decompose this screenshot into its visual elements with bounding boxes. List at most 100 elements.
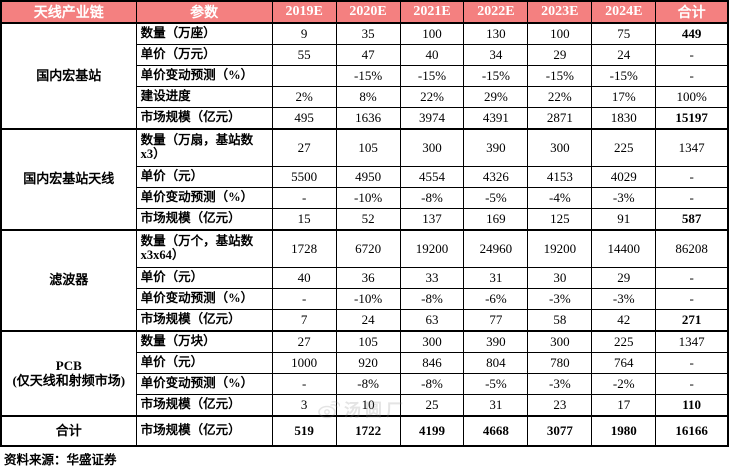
value-cell: 77: [463, 309, 529, 332]
value-cell: -15%: [399, 65, 465, 87]
value-cell: 47: [335, 44, 401, 66]
value-cell: 24: [591, 44, 657, 66]
param-cell: 单价变动预测（%）: [135, 65, 273, 87]
value-cell: 10: [335, 394, 401, 417]
value-cell: 1636: [335, 107, 401, 130]
param-cell: 数量（万个，基站数x3x64）: [135, 229, 273, 268]
value-cell: 1000: [271, 352, 337, 374]
value-cell: 3077: [527, 415, 593, 447]
total-cell: 15197: [655, 107, 729, 130]
grand-total-row: 合计 市场规模（亿元） 519 1722 4199 4668 3077 1980…: [0, 415, 729, 447]
value-cell: 22%: [527, 86, 593, 108]
param-cell: 单价变动预测（%）: [135, 288, 273, 310]
value-cell: 36: [335, 267, 401, 289]
value-cell: 4391: [463, 107, 529, 130]
value-cell: -3%: [591, 187, 657, 209]
total-cell: 271: [655, 309, 729, 332]
header-2022e: 2022E: [463, 0, 529, 24]
header-row: 天线产业链 参数 2019E 2020E 2021E 2022E 2023E 2…: [0, 0, 729, 24]
value-cell: -3%: [527, 288, 593, 310]
value-cell: 2871: [527, 107, 593, 130]
value-cell: -15%: [591, 65, 657, 87]
param-cell: 数量（万扇，基站数x3）: [135, 128, 273, 167]
value-cell: 91: [591, 208, 657, 231]
value-cell: 846: [399, 352, 465, 374]
param-cell: 数量（万座）: [135, 22, 273, 45]
value-cell: 4029: [591, 166, 657, 188]
value-cell: -15%: [527, 65, 593, 87]
total-cell: -: [655, 187, 729, 209]
value-cell: -4%: [527, 187, 593, 209]
value-cell: 390: [463, 128, 529, 167]
value-cell: 100: [527, 22, 593, 45]
value-cell: 27: [271, 128, 337, 167]
value-cell: 58: [527, 309, 593, 332]
value-cell: 75: [591, 22, 657, 45]
total-cell: 1347: [655, 330, 729, 353]
value-cell: 4554: [399, 166, 465, 188]
group-label-pcb-line2: (仅天线和射频市场): [12, 372, 126, 388]
grand-total-label: 合计: [0, 415, 137, 447]
value-cell: 105: [335, 330, 401, 353]
value-cell: 1830: [591, 107, 657, 130]
value-cell: 24960: [463, 229, 529, 268]
value-cell: 17: [591, 394, 657, 417]
value-cell: -5%: [463, 187, 529, 209]
value-cell: 300: [527, 330, 593, 353]
param-cell: 单价（元）: [135, 267, 273, 289]
param-cell: 市场规模（亿元）: [135, 309, 273, 332]
value-cell: 3: [271, 394, 337, 417]
value-cell: 29: [591, 267, 657, 289]
value-cell: 22%: [399, 86, 465, 108]
table-row: 单价（万元） 55 47 40 34 29 24 -: [1, 44, 729, 66]
header-2024e: 2024E: [591, 0, 657, 24]
value-cell: -5%: [463, 373, 529, 395]
table-row: 单价变动预测（%） - -10% -8% -5% -4% -3% -: [1, 187, 729, 209]
value-cell: 137: [399, 208, 465, 231]
value-cell: 31: [463, 394, 529, 417]
table-row: 国内宏基站天线 数量（万扇，基站数x3） 27 105 300 390 300 …: [0, 128, 729, 231]
value-cell: -3%: [527, 373, 593, 395]
param-cell: 市场规模（亿元）: [135, 208, 273, 231]
header-parameter: 参数: [135, 0, 273, 24]
group-label-pcb-line1: PCB: [55, 358, 82, 374]
total-cell: -: [655, 288, 729, 310]
value-cell: 23: [527, 394, 593, 417]
value-cell: 29%: [463, 86, 529, 108]
table-row: 单价变动预测（%） -15% -15% -15% -15% -15% -: [1, 65, 729, 87]
param-cell: 数量（万块）: [135, 330, 273, 353]
value-cell: -: [271, 288, 337, 310]
value-cell: 2%: [271, 86, 337, 108]
value-cell: 40: [399, 44, 465, 66]
param-cell: 市场规模（亿元）: [135, 107, 273, 130]
value-cell: 804: [463, 352, 529, 374]
value-cell: -3%: [591, 288, 657, 310]
value-cell: -15%: [335, 65, 401, 87]
value-cell: -6%: [463, 288, 529, 310]
total-cell: -: [655, 44, 729, 66]
value-cell: 100: [399, 22, 465, 45]
table-row: 滤波器 数量（万个，基站数x3x64） 1728 6720 19200 2496…: [0, 229, 729, 332]
value-cell: 19200: [399, 229, 465, 268]
group-label-macro-base-station: 国内宏基站: [0, 22, 137, 130]
header-2019e: 2019E: [271, 0, 337, 24]
value-cell: 300: [527, 128, 593, 167]
value-cell: 55: [271, 44, 337, 66]
value-cell: 390: [463, 330, 529, 353]
value-cell: 27: [271, 330, 337, 353]
table-row: 单价（元） 1000 920 846 804 780 764 -: [1, 352, 729, 374]
antenna-industry-forecast-table: 天线产业链 参数 2019E 2020E 2021E 2022E 2023E 2…: [0, 0, 729, 447]
param-cell: 单价（万元）: [135, 44, 273, 66]
param-cell: 单价变动预测（%）: [135, 187, 273, 209]
total-cell: 100%: [655, 86, 729, 108]
header-2020e: 2020E: [335, 0, 401, 24]
value-cell: 105: [335, 128, 401, 167]
value-cell: -8%: [399, 373, 465, 395]
value-cell: -15%: [463, 65, 529, 87]
total-cell: 587: [655, 208, 729, 231]
table-row: PCB (仅天线和射频市场) 数量（万块） 27 105 300 390 300…: [0, 330, 729, 417]
param-cell: 单价（元）: [135, 352, 273, 374]
table-row: 单价（元） 5500 4950 4554 4326 4153 4029 -: [1, 166, 729, 188]
total-cell: -: [655, 65, 729, 87]
value-cell: 4153: [527, 166, 593, 188]
